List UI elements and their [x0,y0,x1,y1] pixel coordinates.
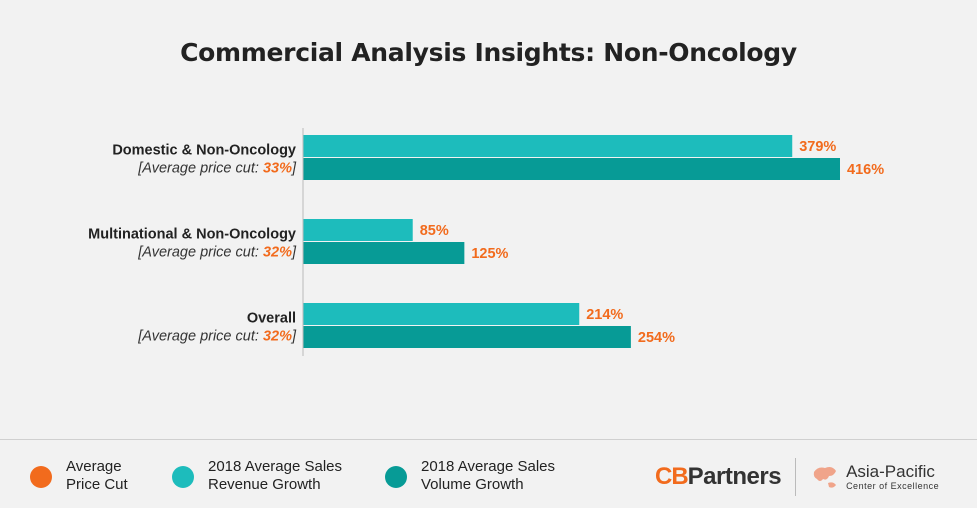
asia-map-icon [813,467,837,488]
region-subtitle: Center of Excellence [846,481,940,491]
category-label: Domestic & Non-Oncology [112,143,296,159]
bar-chart: Domestic & Non-Oncology [Average price cu… [88,128,884,356]
data-label: 254% [638,330,675,346]
region-title: Asia-Pacific [846,462,935,481]
legend-item-price-cut: Average Price Cut [30,458,128,494]
legend-swatch-price-cut [30,466,52,488]
data-label: 379% [799,139,836,155]
legend-swatch-volume-growth [385,466,407,488]
data-label: 125% [471,246,508,262]
bar-volume [303,242,465,264]
legend-swatch-revenue-growth [172,466,194,488]
category-label: Multinational & Non-Oncology [88,227,296,243]
bar-revenue [303,219,413,241]
legend-item-volume-growth: 2018 Average Sales Volume Growth [385,458,555,494]
bar-revenue [303,135,793,157]
footer: Average Price Cut 2018 Average Sales Rev… [0,439,977,508]
data-label: 85% [420,223,449,239]
bar-volume [303,326,631,348]
price-cut-value: 33% [263,161,292,177]
price-cut-caption: [Average price cut: 32%] [137,245,297,261]
brand-logos: CB Partners Asia-Pacific Center of Excell… [655,458,939,496]
data-label: 416% [847,162,884,178]
bar-volume [303,158,840,180]
price-cut-caption: [Average price cut: 33%] [137,161,297,177]
legend-label-price-cut: Average Price Cut [66,458,128,493]
price-cut-caption: [Average price cut: 32%] [137,329,297,345]
legend-label-revenue-growth: 2018 Average Sales Revenue Growth [208,458,342,493]
cb-logo-text: Partners [687,463,782,490]
legend-item-revenue-growth: 2018 Average Sales Revenue Growth [172,458,342,494]
chart-title: Commercial Analysis Insights: Non-Oncolo… [180,38,797,67]
price-cut-value: 32% [263,245,292,261]
category-label: Overall [247,311,296,327]
price-cut-value: 32% [263,329,292,345]
legend-label-volume-growth: 2018 Average Sales Volume Growth [421,458,555,493]
cb-logo-mark: CB [655,463,689,490]
data-label: 214% [586,307,623,323]
brand-divider [795,458,797,496]
bar-revenue [303,303,580,325]
